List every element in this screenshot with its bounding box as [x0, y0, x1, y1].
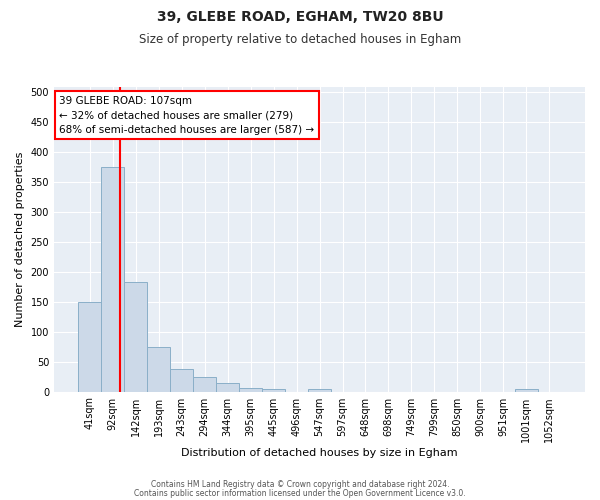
Bar — [78, 302, 101, 392]
Bar — [308, 389, 331, 392]
Bar — [515, 388, 538, 392]
Bar — [101, 168, 124, 392]
Bar — [262, 389, 285, 392]
Bar — [170, 370, 193, 392]
X-axis label: Distribution of detached houses by size in Egham: Distribution of detached houses by size … — [181, 448, 458, 458]
Text: Contains public sector information licensed under the Open Government Licence v3: Contains public sector information licen… — [134, 488, 466, 498]
Bar — [239, 388, 262, 392]
Bar — [147, 346, 170, 392]
Text: 39, GLEBE ROAD, EGHAM, TW20 8BU: 39, GLEBE ROAD, EGHAM, TW20 8BU — [157, 10, 443, 24]
Y-axis label: Number of detached properties: Number of detached properties — [15, 152, 25, 326]
Text: Size of property relative to detached houses in Egham: Size of property relative to detached ho… — [139, 32, 461, 46]
Bar — [193, 376, 216, 392]
Text: 39 GLEBE ROAD: 107sqm
← 32% of detached houses are smaller (279)
68% of semi-det: 39 GLEBE ROAD: 107sqm ← 32% of detached … — [59, 96, 314, 136]
Bar — [124, 282, 147, 392]
Text: Contains HM Land Registry data © Crown copyright and database right 2024.: Contains HM Land Registry data © Crown c… — [151, 480, 449, 489]
Bar — [216, 382, 239, 392]
